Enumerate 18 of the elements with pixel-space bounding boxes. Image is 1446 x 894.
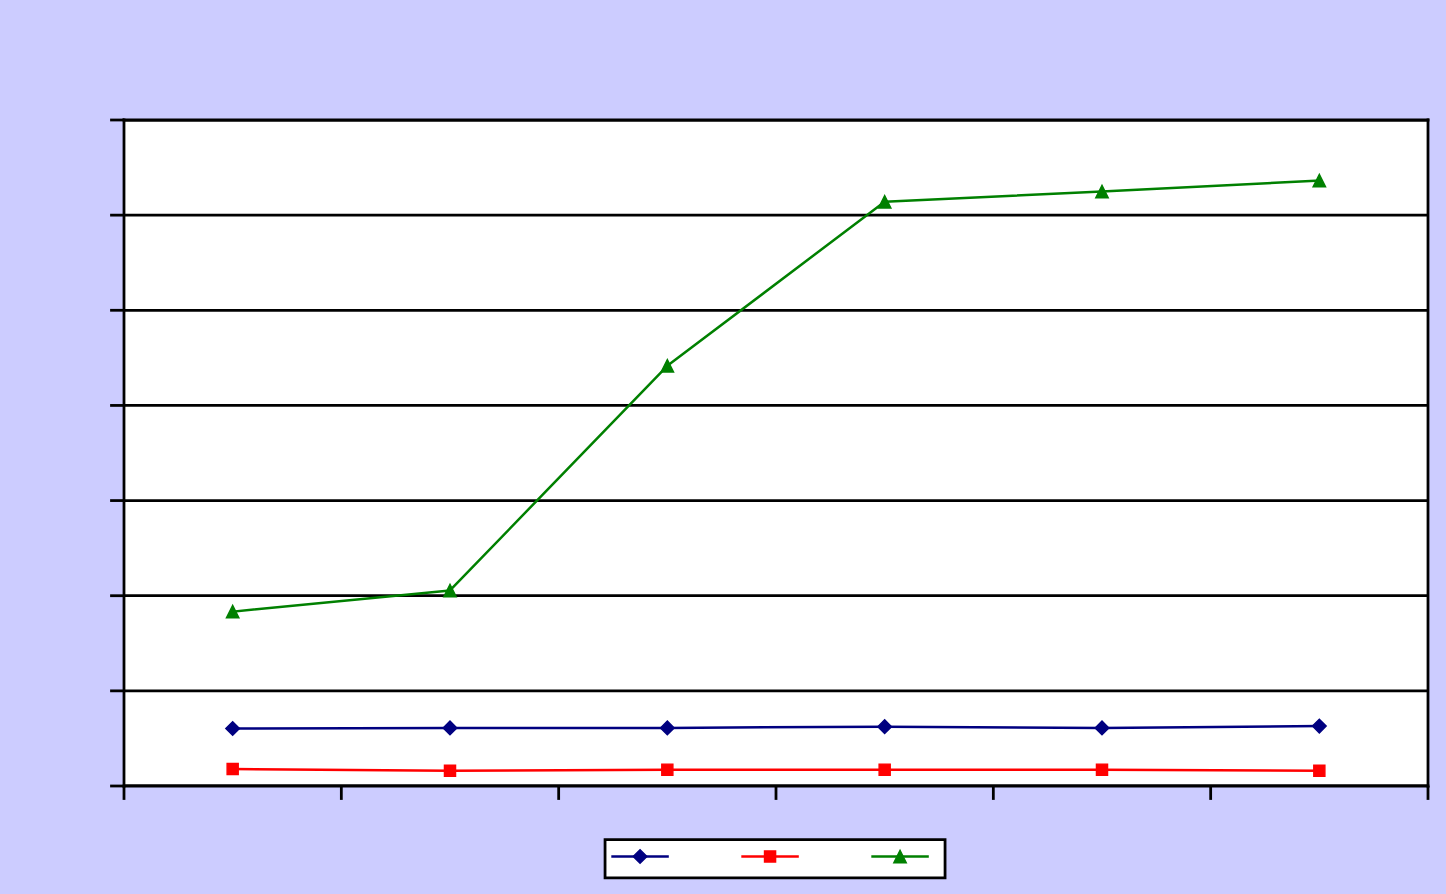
point (226, 762, 239, 776)
point (1095, 184, 1109, 199)
point (1094, 720, 1110, 736)
point (878, 763, 891, 776)
point (1313, 764, 1326, 778)
point (1312, 173, 1327, 188)
point (1311, 718, 1327, 734)
point (877, 719, 893, 735)
point (661, 763, 674, 776)
point (225, 720, 241, 737)
point (443, 764, 457, 778)
point (225, 604, 240, 619)
point (442, 720, 458, 736)
point (877, 194, 892, 209)
point (659, 720, 675, 736)
point (660, 358, 675, 373)
point (443, 583, 457, 598)
point (1095, 763, 1109, 776)
